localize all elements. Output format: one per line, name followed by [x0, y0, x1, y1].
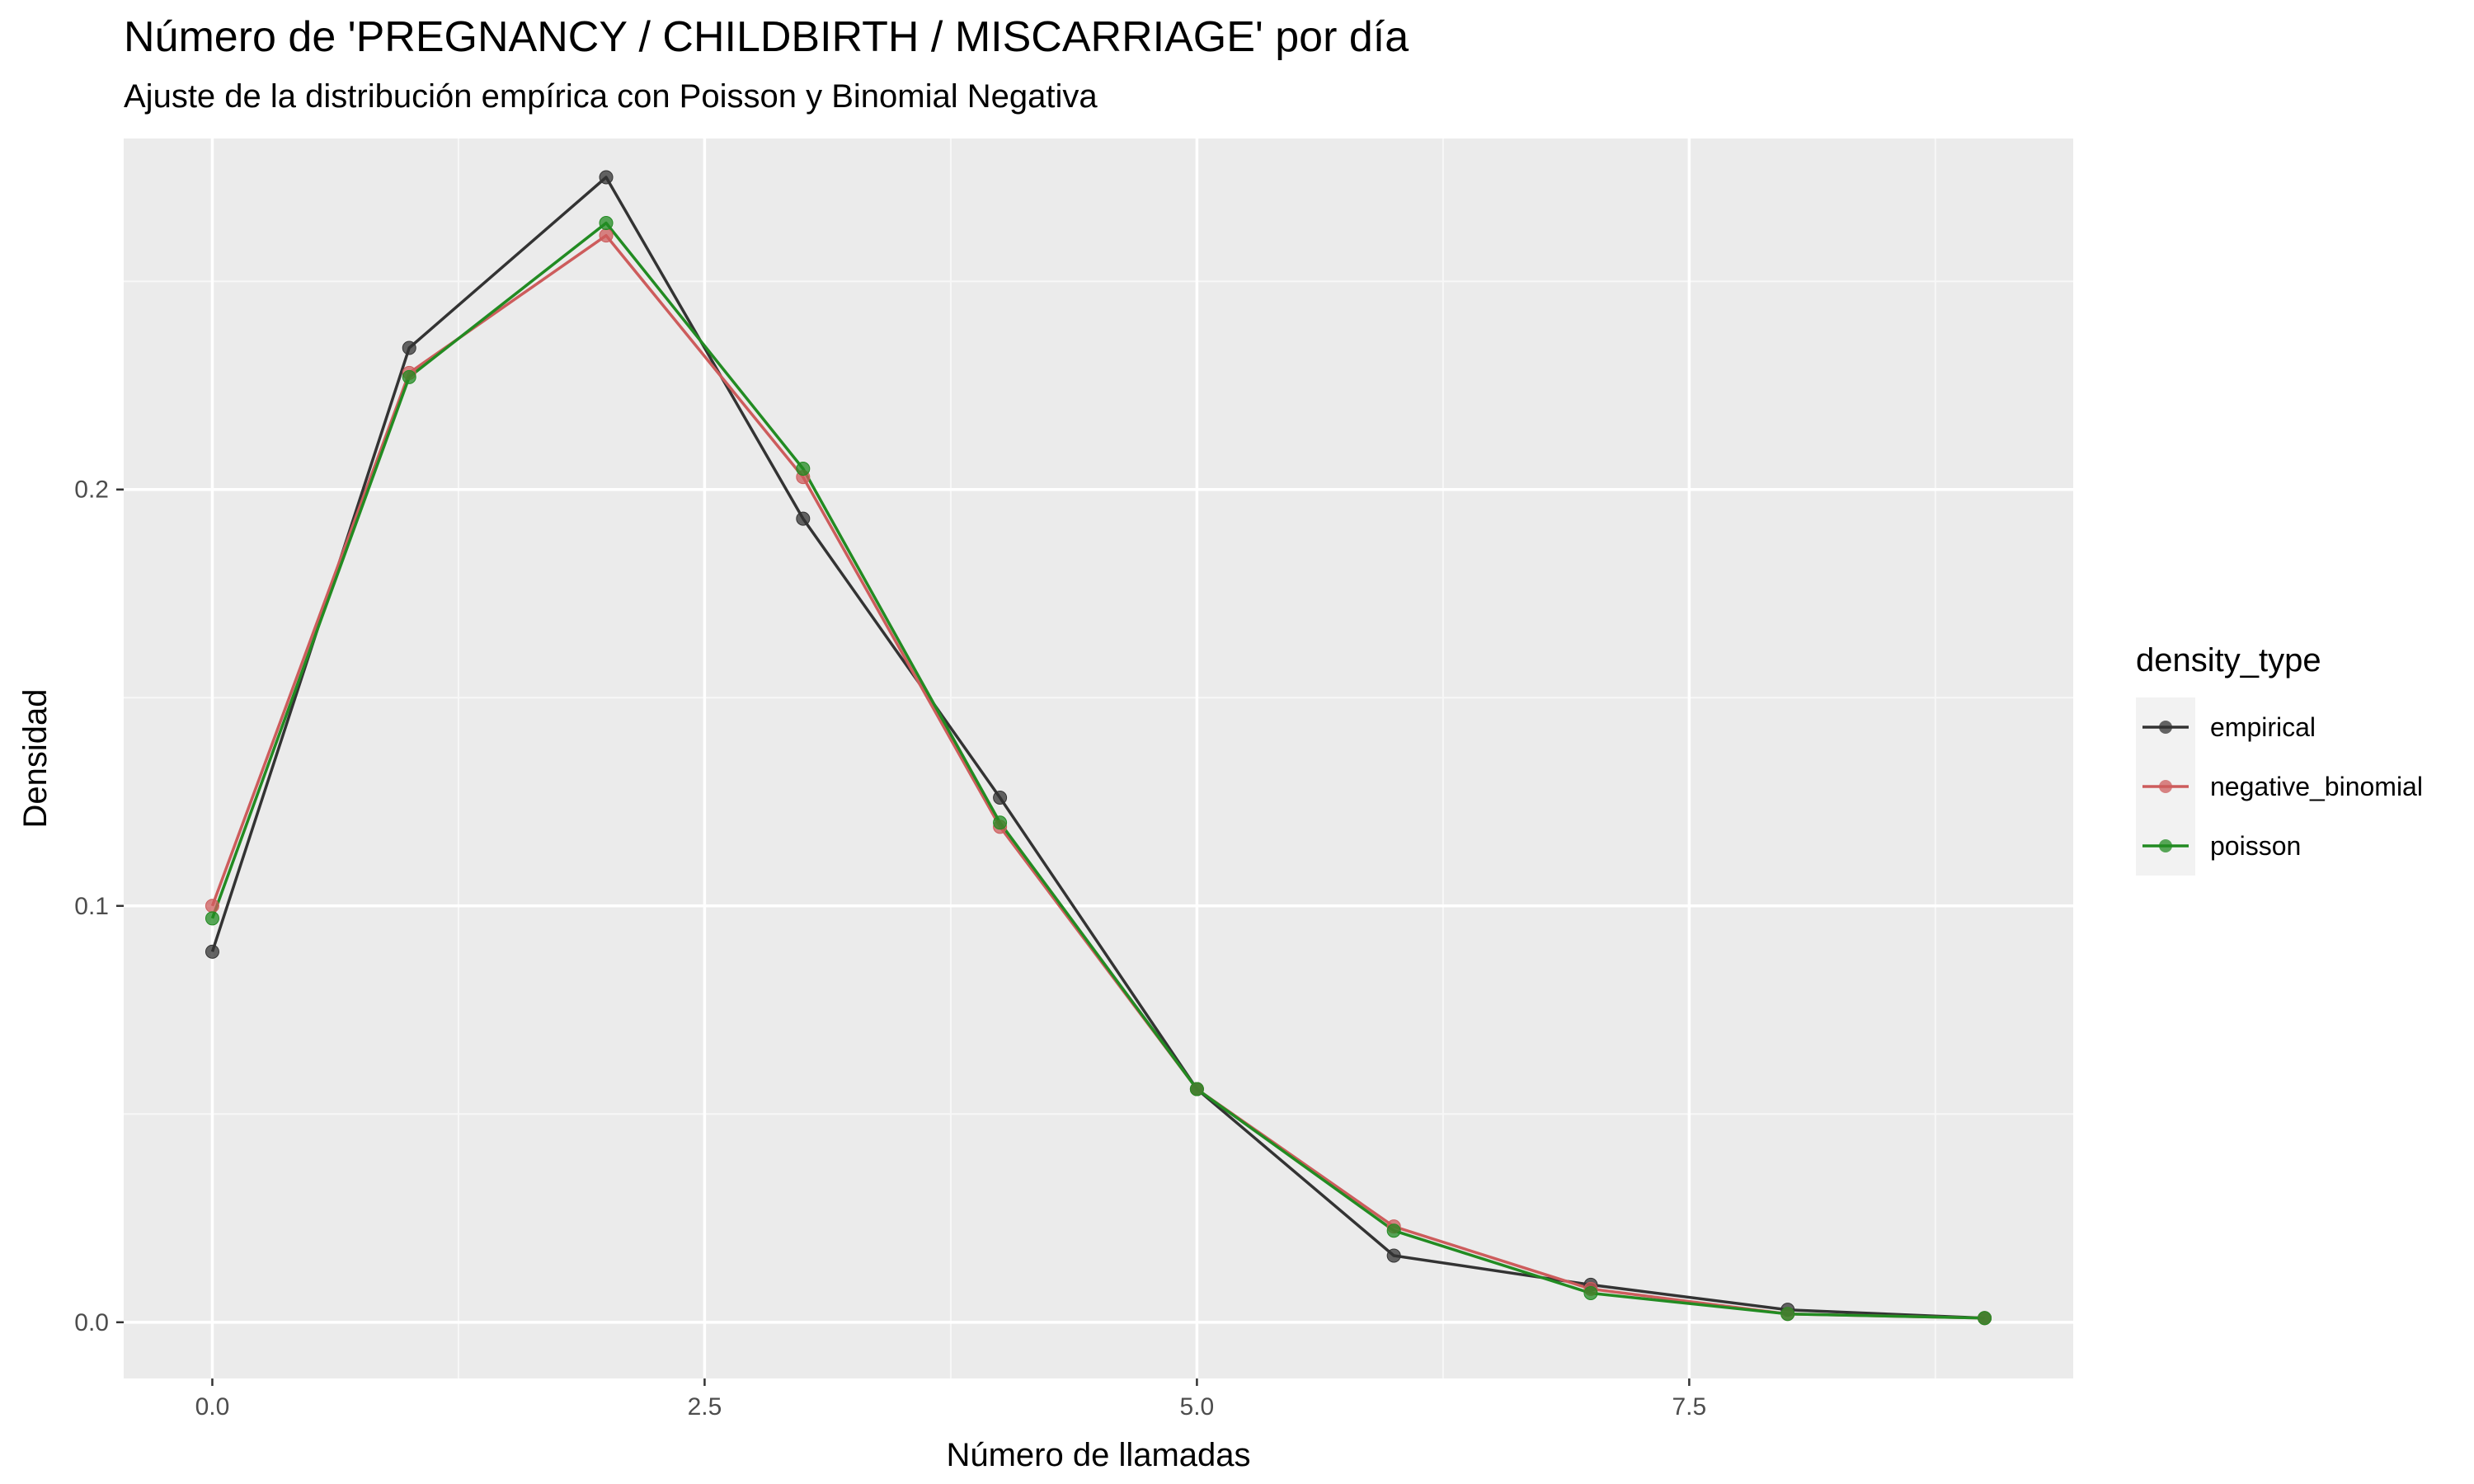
data-point-empirical	[993, 790, 1008, 805]
chart-title: Número de 'PREGNANCY / CHILDBIRTH / MISC…	[124, 13, 1409, 61]
data-point-poisson	[205, 911, 219, 926]
legend-key-point-empirical	[2159, 721, 2172, 734]
legend-key-point-poisson	[2159, 839, 2172, 852]
x-axis-title: Número de llamadas	[946, 1437, 1250, 1473]
data-point-negative_binomial	[599, 228, 614, 243]
data-point-poisson	[1386, 1223, 1401, 1238]
grid-minor	[124, 139, 2073, 1378]
series-line-poisson	[210, 221, 1985, 1320]
x-tick-label: 0.0	[195, 1393, 230, 1421]
legend-key-point-negative_binomial	[2159, 780, 2172, 793]
legend: density_type empirical negative_binomialp…	[2136, 642, 2423, 876]
series-line-empirical	[210, 176, 1985, 1320]
y-axis: 0.0 0.1 0.2	[74, 477, 124, 1336]
x-tick-label: 7.5	[1672, 1393, 1707, 1421]
data-point-poisson	[993, 815, 1008, 830]
y-tick-label: 0.2	[74, 477, 109, 504]
data-point-poisson	[796, 461, 811, 476]
data-point-empirical	[205, 944, 219, 959]
plot-panel	[124, 139, 2073, 1378]
y-tick-label: 0.0	[74, 1309, 109, 1336]
data-point-empirical	[402, 340, 416, 355]
data-point-poisson	[1978, 1311, 1992, 1326]
data-point-poisson	[1189, 1082, 1204, 1097]
legend-label-empirical: empirical	[2210, 712, 2316, 742]
data-point-empirical	[796, 511, 811, 526]
x-tick-label: 2.5	[688, 1393, 722, 1421]
data-point-negative_binomial	[205, 899, 219, 913]
chart-subtitle: Ajuste de la distribución empírica con P…	[124, 78, 1098, 115]
data-point-poisson	[1780, 1307, 1795, 1322]
x-tick-label: 5.0	[1180, 1393, 1215, 1421]
y-tick-label: 0.1	[74, 893, 109, 920]
grid-major	[124, 139, 2073, 1378]
data-point-empirical	[1386, 1248, 1401, 1263]
legend-title: density_type	[2136, 642, 2321, 679]
x-axis: 0.0 2.5 5.0 7.5	[195, 1378, 1707, 1421]
series-points	[205, 170, 1992, 1326]
series-lines	[210, 176, 1985, 1320]
legend-label-negative_binomial: negative_binomial	[2210, 772, 2423, 801]
y-axis-title: Densidad	[17, 688, 54, 828]
data-point-empirical	[599, 170, 614, 185]
data-point-poisson	[1583, 1285, 1598, 1300]
data-point-poisson	[599, 216, 614, 231]
data-point-poisson	[402, 369, 416, 384]
legend-label-poisson: poisson	[2210, 831, 2301, 861]
